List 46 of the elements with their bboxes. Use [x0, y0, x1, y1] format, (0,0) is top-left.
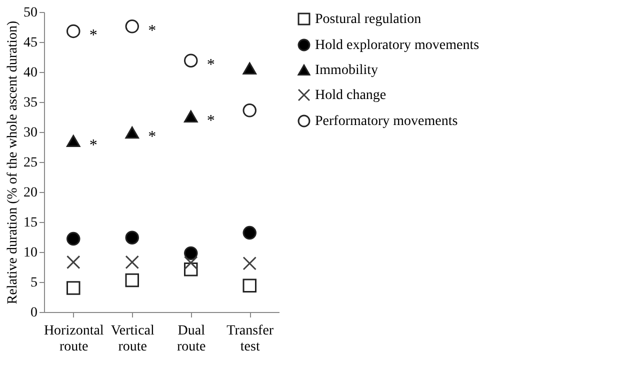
annotation: * [206, 56, 215, 74]
x-tick-label: Transfer test [226, 324, 274, 354]
point [66, 232, 80, 246]
point [125, 20, 139, 34]
point [125, 273, 139, 288]
point [66, 24, 80, 38]
y-tick-label: 40 [24, 66, 38, 80]
point [125, 126, 139, 139]
annotation: * [206, 112, 215, 130]
x-tick-label: Horizontal route [44, 324, 104, 354]
annotation: * [148, 128, 156, 146]
y-tick-label: 35 [24, 96, 38, 110]
point [184, 246, 198, 260]
point [125, 255, 139, 270]
point [66, 134, 80, 148]
point [184, 110, 198, 122]
point [66, 281, 80, 295]
point [184, 256, 198, 270]
annotation: * [89, 137, 98, 154]
point [242, 256, 256, 270]
point [66, 255, 80, 270]
y-tick-label: 25 [24, 156, 38, 170]
legend-label: Immobility [315, 63, 378, 78]
x-tick-label: Vertical route [110, 324, 154, 354]
y-tick-label: 10 [24, 246, 38, 260]
y-tick-label: 5 [30, 276, 38, 290]
y-tick-label: 0 [30, 306, 38, 320]
point [242, 104, 256, 118]
y-tick-label: 20 [24, 186, 38, 200]
y-axis-title: Relative duration (% of the whole ascent duration) [6, 20, 20, 304]
point [125, 230, 139, 244]
annotation: * [148, 22, 156, 40]
y-tick-label: 45 [24, 36, 38, 50]
point [242, 62, 256, 74]
y-tick-label: 15 [24, 216, 38, 230]
point [242, 278, 256, 292]
point [184, 54, 198, 68]
y-tick-label: 50 [24, 6, 38, 20]
legend-label: Hold exploratory movements [315, 38, 480, 53]
legend-label: Hold change [315, 88, 386, 103]
legend-label: Postural regulation [315, 12, 422, 27]
y-tick-label: 30 [24, 126, 38, 140]
point [242, 226, 256, 240]
legend-label: Performatory movements [315, 114, 458, 129]
annotation: * [89, 27, 98, 44]
x-tick-label: Dual route [176, 324, 206, 354]
